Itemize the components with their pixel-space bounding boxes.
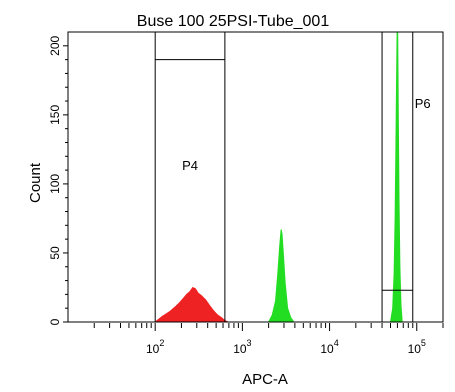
- y-tick-label: 50: [48, 246, 62, 260]
- x-tick-label: 104: [320, 338, 338, 356]
- y-tick-layer: 0 50 100 150 200: [48, 35, 68, 325]
- gate-layer: P4 P6: [154, 32, 431, 322]
- x-tick-label: 103: [233, 338, 251, 356]
- plot-frame: [67, 31, 444, 323]
- x-axis-label: APC-A: [242, 371, 288, 388]
- y-tick-label: 100: [48, 174, 62, 194]
- histogram-series-1: [153, 286, 229, 323]
- y-tick-label: 200: [48, 35, 62, 55]
- x-tick-label: 105: [408, 338, 426, 356]
- y-axis-label: Count: [27, 162, 44, 203]
- x-tick-layer: 102 103 104 105: [93, 323, 444, 356]
- y-tick-label: 0: [48, 318, 62, 325]
- x-tick-label: 102: [146, 338, 164, 356]
- y-tick-label: 150: [48, 105, 62, 125]
- gate-p4-label: P4: [182, 158, 198, 173]
- gate-p6-label: P6: [415, 96, 431, 111]
- chart-title: Buse 100 25PSI-Tube_001: [137, 13, 330, 30]
- histogram-series-2: [267, 229, 295, 323]
- histogram-series-3: [389, 31, 403, 323]
- series-layer: [153, 31, 403, 323]
